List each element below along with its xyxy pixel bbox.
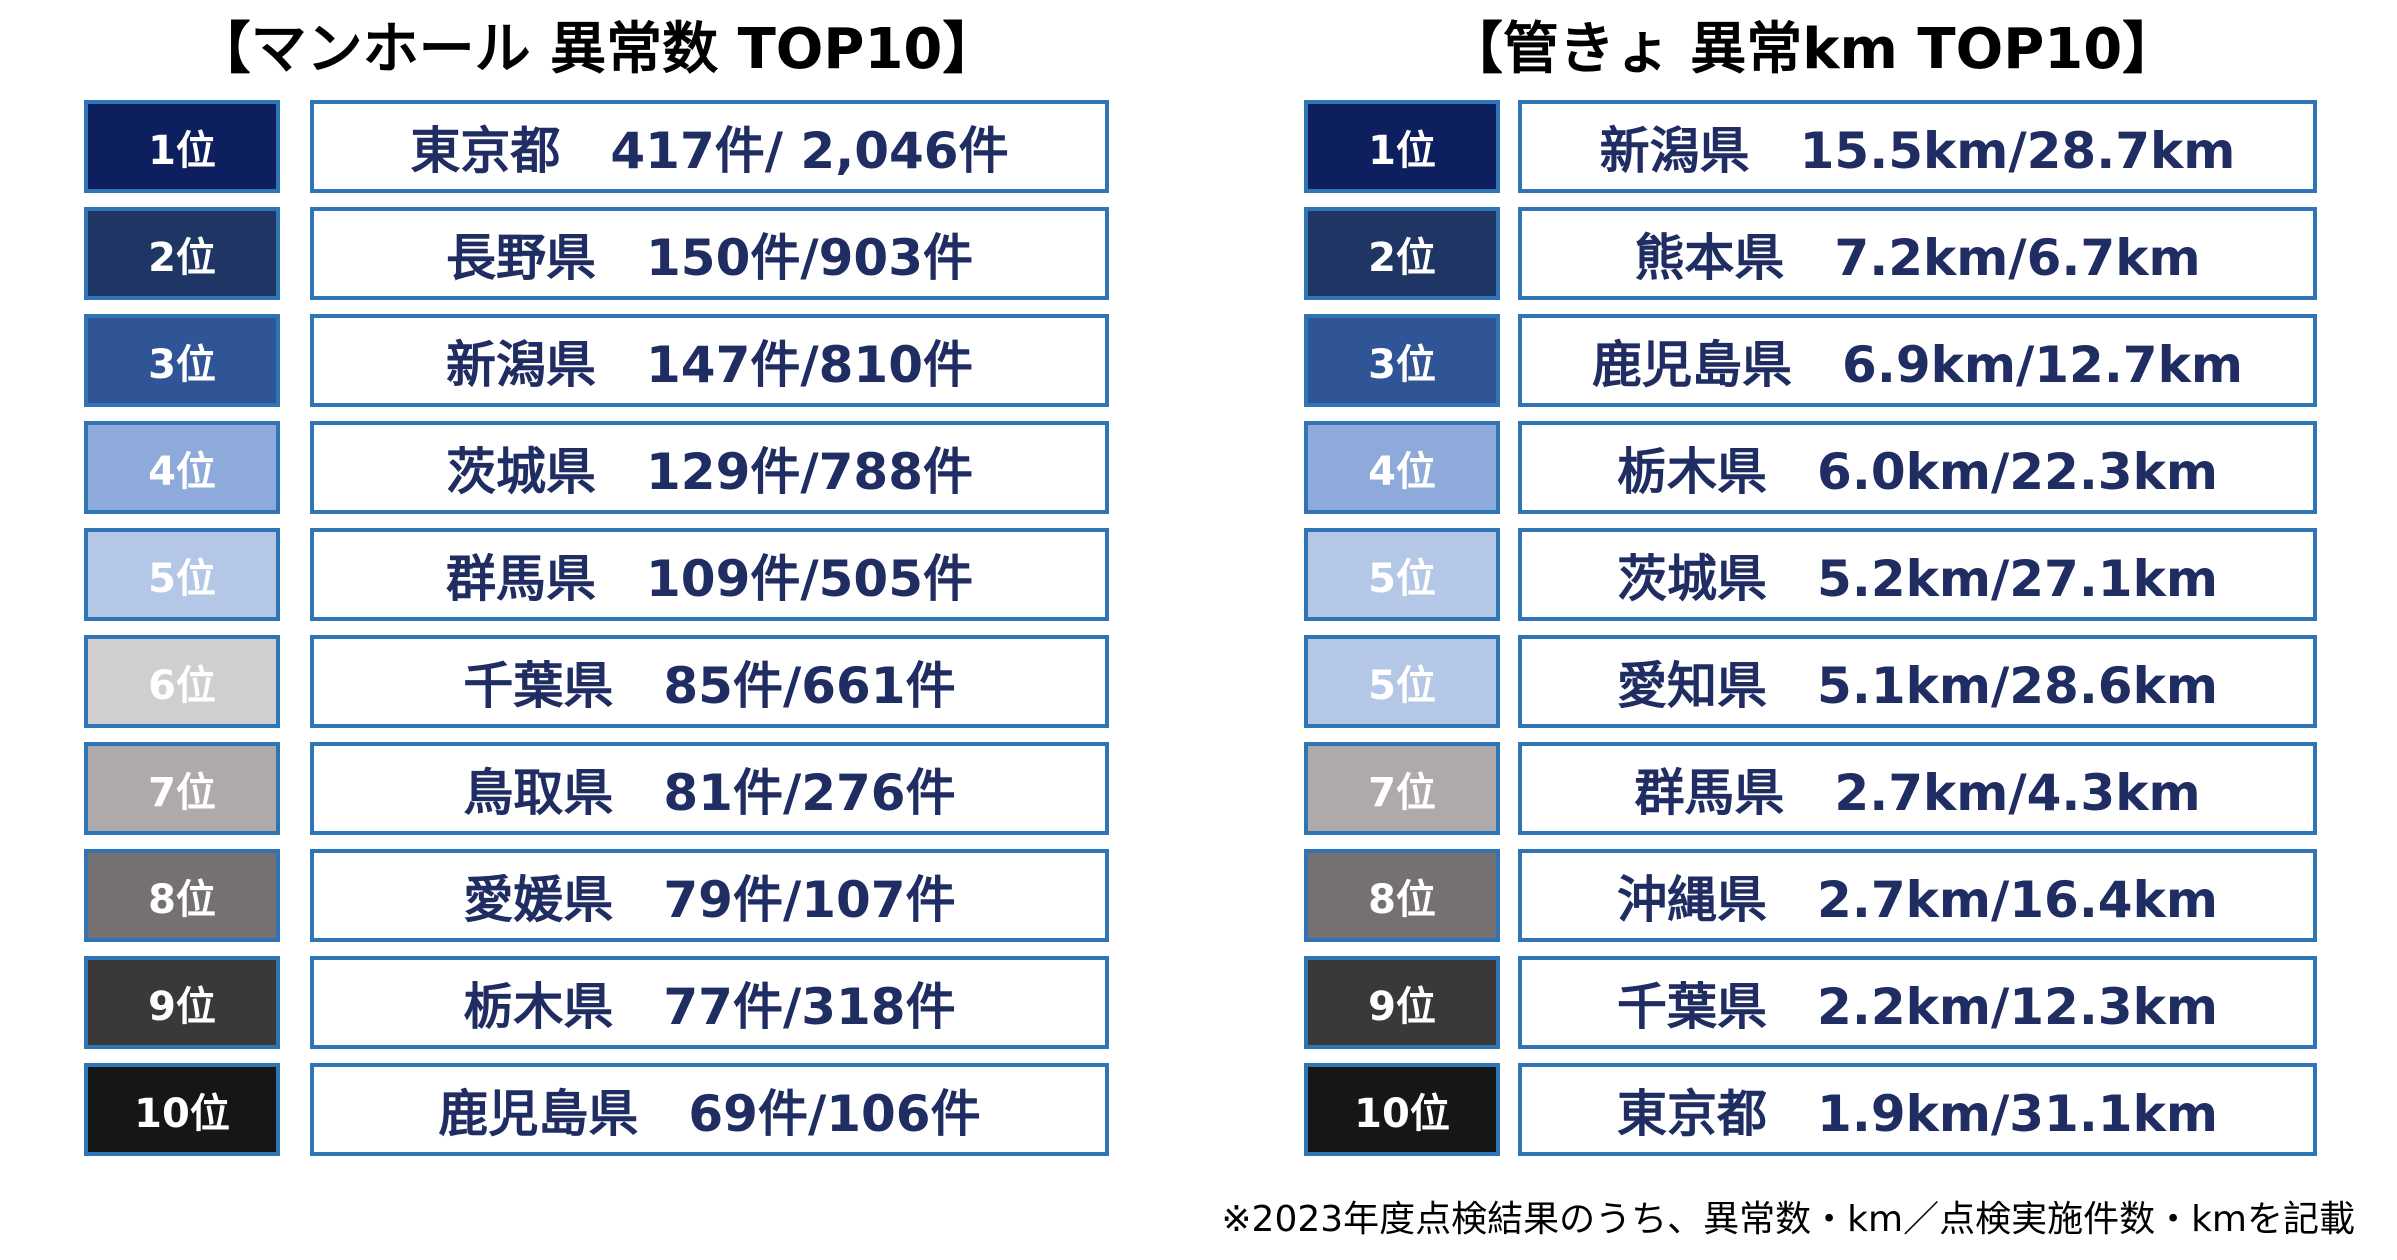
rank-badge: 3位	[1304, 314, 1500, 407]
ranking-value: 長野県 150件/903件	[310, 207, 1109, 300]
ranking-value: 茨城県 129件/788件	[310, 421, 1109, 514]
ranking-value: 新潟県 15.5km/28.7km	[1518, 100, 2317, 193]
ranking-value: 栃木県 6.0km/22.3km	[1518, 421, 2317, 514]
ranking-value: 鳥取県 81件/276件	[310, 742, 1109, 835]
ranking-value: 鹿児島県 69件/106件	[310, 1063, 1109, 1156]
ranking-value: 東京都 1.9km/31.1km	[1518, 1063, 2317, 1156]
rank-badge: 8位	[84, 849, 280, 942]
rank-badge: 2位	[1304, 207, 1500, 300]
ranking-value: 新潟県 147件/810件	[310, 314, 1109, 407]
rank-badge: 1位	[84, 100, 280, 193]
ranking-value: 鹿児島県 6.9km/12.7km	[1518, 314, 2317, 407]
ranking-value: 東京都 417件/ 2,046件	[310, 100, 1109, 193]
footnote: ※2023年度点検結果のうち、異常数・km／点検実施件数・kmを記載	[1221, 1199, 2355, 1240]
ranking-value: 群馬県 109件/505件	[310, 528, 1109, 621]
ranking-value: 愛知県 5.1km/28.6km	[1518, 635, 2317, 728]
rank-badge: 9位	[1304, 956, 1500, 1049]
rank-badge: 8位	[1304, 849, 1500, 942]
ranking-value: 沖縄県 2.7km/16.4km	[1518, 849, 2317, 942]
ranking-value: 千葉県 2.2km/12.3km	[1518, 956, 2317, 1049]
rank-badge: 2位	[84, 207, 280, 300]
rank-badge: 4位	[1304, 421, 1500, 514]
ranking-value: 茨城県 5.2km/27.1km	[1518, 528, 2317, 621]
rank-badge: 4位	[84, 421, 280, 514]
rank-badge: 7位	[1304, 742, 1500, 835]
rank-badge: 5位	[84, 528, 280, 621]
rank-badge: 5位	[1304, 635, 1500, 728]
rank-badge: 6位	[84, 635, 280, 728]
rank-badge: 3位	[84, 314, 280, 407]
ranking-value: 千葉県 85件/661件	[310, 635, 1109, 728]
pipe-title: 【管きょ 異常km TOP10】	[1446, 17, 2179, 82]
rank-badge: 7位	[84, 742, 280, 835]
ranking-value: 熊本県 7.2km/6.7km	[1518, 207, 2317, 300]
rank-badge: 1位	[1304, 100, 1500, 193]
ranking-value: 愛媛県 79件/107件	[310, 849, 1109, 942]
rank-badge: 10位	[84, 1063, 280, 1156]
ranking-value: 群馬県 2.7km/4.3km	[1518, 742, 2317, 835]
rank-badge: 9位	[84, 956, 280, 1049]
manhole-title: 【マンホール 異常数 TOP10】	[194, 17, 999, 82]
rank-badge: 5位	[1304, 528, 1500, 621]
ranking-value: 栃木県 77件/318件	[310, 956, 1109, 1049]
rank-badge: 10位	[1304, 1063, 1500, 1156]
